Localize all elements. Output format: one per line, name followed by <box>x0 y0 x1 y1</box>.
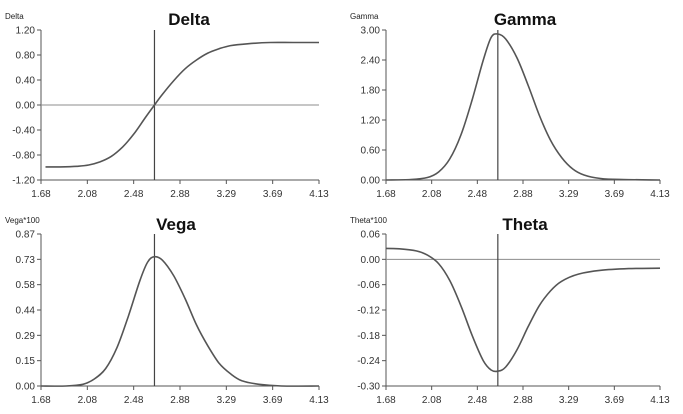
x-tick-label: 3.69 <box>605 395 625 406</box>
x-tick-label: 2.08 <box>422 189 442 200</box>
x-tick-label: 2.08 <box>78 395 98 406</box>
y-tick-label: -0.06 <box>357 280 380 291</box>
x-tick-label: 4.13 <box>650 395 670 406</box>
x-tick-label: 4.13 <box>650 189 670 200</box>
y-axis-label: Theta*100 <box>350 216 387 225</box>
y-tick-label: 1.20 <box>361 116 381 127</box>
y-tick-label: 0.00 <box>361 176 381 187</box>
y-tick-label: -0.30 <box>357 382 380 393</box>
y-tick-label: -0.40 <box>12 126 35 137</box>
x-tick-label: 4.13 <box>309 395 329 406</box>
y-axis-label: Gamma <box>350 12 379 21</box>
y-tick-label: 0.44 <box>16 306 36 317</box>
y-tick-label: 0.00 <box>16 382 36 393</box>
x-tick-label: 1.68 <box>31 395 51 406</box>
x-tick-label: 2.88 <box>170 189 190 200</box>
x-tick-label: 2.88 <box>513 189 533 200</box>
y-axis-label: Vega*100 <box>5 216 40 225</box>
y-tick-label: 0.60 <box>361 146 381 157</box>
y-tick-label: 1.20 <box>16 26 36 37</box>
chart-title: Vega <box>156 215 196 234</box>
x-tick-label: 3.69 <box>263 395 283 406</box>
x-tick-label: 2.08 <box>78 189 98 200</box>
x-tick-label: 2.48 <box>468 189 488 200</box>
series-line <box>40 255 320 387</box>
series-line <box>385 247 661 373</box>
y-tick-label: 0.80 <box>16 51 36 62</box>
chart-panel-gamma: 3.00 2.40 1.80 1.20 0.60 0.00 1.68 2.08 2.48 2.88… <box>350 10 670 200</box>
y-tick-label: 1.80 <box>361 86 381 97</box>
y-tick-label: 0.06 <box>361 230 381 241</box>
y-axis-label: Delta <box>5 12 24 21</box>
y-tick-label: -0.80 <box>12 151 35 162</box>
y-tick-label: 0.00 <box>361 255 381 266</box>
x-tick-label: 1.68 <box>376 189 396 200</box>
x-tick-label: 3.69 <box>263 189 283 200</box>
x-tick-label: 3.29 <box>559 395 579 406</box>
chart-panel-delta: 1.20 0.80 0.40 0.00 -0.40 -0.80 -1.20 1.68 2.08 2… <box>5 10 329 200</box>
chart-panel-vega: 0.87 0.73 0.58 0.44 0.29 0.15 0.00 1.68 2.08 2.48… <box>5 215 329 406</box>
x-tick-label: 3.29 <box>559 189 579 200</box>
chart-panel-theta: 0.06 0.00 -0.06 -0.12 -0.18 -0.24 -0.30 1.68 2.0… <box>350 215 670 406</box>
x-tick-label: 3.29 <box>217 189 237 200</box>
x-tick-label: 2.88 <box>513 395 533 406</box>
x-tick-label: 2.48 <box>124 189 144 200</box>
y-tick-label: 0.15 <box>16 356 36 367</box>
x-tick-label: 1.68 <box>376 395 396 406</box>
x-tick-label: 2.08 <box>422 395 442 406</box>
y-tick-label: 3.00 <box>361 26 381 37</box>
x-tick-label: 3.69 <box>605 189 625 200</box>
y-tick-label: -1.20 <box>12 176 35 187</box>
chart-title: Theta <box>502 215 548 234</box>
y-tick-label: 0.73 <box>16 255 36 266</box>
x-tick-label: 2.88 <box>170 395 190 406</box>
y-tick-label: -0.18 <box>357 331 380 342</box>
y-tick-label: -0.12 <box>357 306 380 317</box>
x-tick-label: 3.29 <box>217 395 237 406</box>
y-tick-label: 2.40 <box>361 56 381 67</box>
x-tick-label: 4.13 <box>309 189 329 200</box>
x-tick-label: 2.48 <box>468 395 488 406</box>
chart-title: Delta <box>168 10 210 29</box>
y-tick-label: 0.58 <box>16 280 36 291</box>
series-line <box>45 41 319 168</box>
y-tick-label: 0.40 <box>16 76 36 87</box>
x-tick-label: 2.48 <box>124 395 144 406</box>
series-line <box>385 33 661 181</box>
y-tick-label: 0.00 <box>16 101 36 112</box>
y-tick-label: 0.87 <box>16 230 36 241</box>
y-tick-label: -0.24 <box>357 356 380 367</box>
x-tick-label: 1.68 <box>31 189 51 200</box>
chart-title: Gamma <box>494 10 557 29</box>
y-tick-label: 0.29 <box>16 331 36 342</box>
